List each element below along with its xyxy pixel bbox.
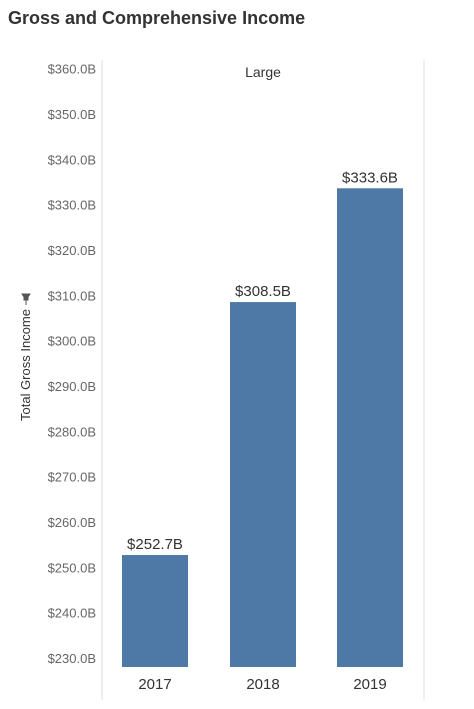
y-axis-label: Total Gross Income bbox=[18, 309, 33, 421]
bars bbox=[122, 188, 403, 667]
y-tick-label: $320.0B bbox=[48, 243, 96, 258]
x-tick-label-2018: 2018 bbox=[246, 676, 279, 693]
data-label-2017: $252.7B bbox=[127, 536, 183, 553]
y-tick-label: $280.0B bbox=[48, 424, 96, 439]
y-tick-label: $310.0B bbox=[48, 288, 96, 303]
y-tick-label: $270.0B bbox=[48, 470, 96, 485]
x-tick-label-2017: 2017 bbox=[138, 676, 171, 693]
x-axis-ticks: 2017 2018 2019 bbox=[138, 676, 386, 693]
bar-2018[interactable] bbox=[230, 302, 296, 667]
y-tick-label: $250.0B bbox=[48, 560, 96, 575]
bar-2019[interactable] bbox=[337, 188, 403, 667]
y-tick-label: $240.0B bbox=[48, 606, 96, 621]
y-tick-label: $360.0B bbox=[48, 62, 96, 77]
data-labels: $252.7B $308.5B $333.6B bbox=[127, 169, 398, 553]
y-tick-label: $300.0B bbox=[48, 334, 96, 349]
y-tick-label: $260.0B bbox=[48, 515, 96, 530]
y-tick-label: $290.0B bbox=[48, 379, 96, 394]
panel-label: Large bbox=[245, 64, 281, 80]
data-label-2019: $333.6B bbox=[342, 169, 398, 186]
x-tick-label-2019: 2019 bbox=[353, 676, 386, 693]
y-tick-label: $350.0B bbox=[48, 107, 96, 122]
y-axis-title: Total Gross Income bbox=[18, 293, 33, 421]
y-tick-label: $330.0B bbox=[48, 198, 96, 213]
y-axis-ticks: $360.0B $350.0B $340.0B $330.0B $320.0B $310.… bbox=[48, 62, 96, 666]
pin-icon[interactable] bbox=[21, 293, 31, 305]
data-label-2018: $308.5B bbox=[235, 283, 291, 300]
y-tick-label: $230.0B bbox=[48, 651, 96, 666]
bar-2017[interactable] bbox=[122, 555, 188, 667]
y-tick-label: $340.0B bbox=[48, 152, 96, 167]
chart-title: Gross and Comprehensive Income bbox=[8, 8, 306, 28]
